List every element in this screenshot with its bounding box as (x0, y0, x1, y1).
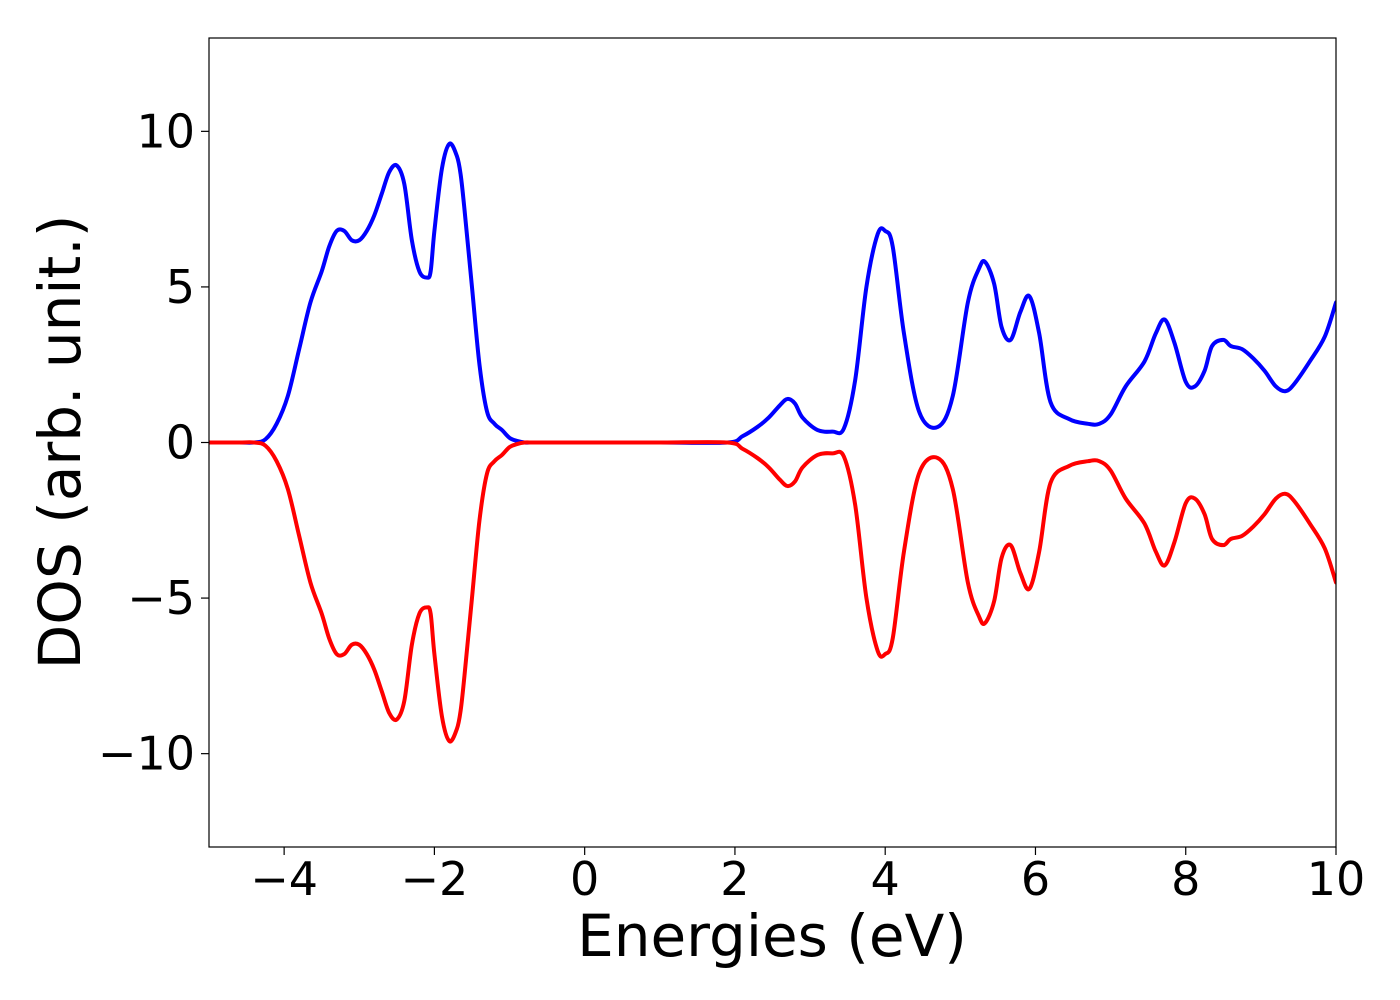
x-tick-label: 0 (570, 852, 599, 906)
x-tick-label: 10 (1307, 852, 1366, 906)
y-axis-ticks: 10 5 0 −5 −10 (98, 104, 209, 781)
y-tick-label: 10 (136, 104, 195, 158)
x-tick-label: 2 (720, 852, 749, 906)
y-tick-label: −5 (127, 571, 195, 625)
series-line-blue (209, 141, 1336, 445)
x-tick-label: −4 (250, 852, 318, 906)
y-tick-label: 0 (166, 416, 195, 470)
x-tick-label: −2 (400, 852, 468, 906)
y-axis-label: DOS (arb. unit.) (26, 215, 94, 670)
x-axis-label: Energies (eV) (577, 902, 967, 970)
x-tick-label: 4 (871, 852, 900, 906)
x-axis-ticks: −4 −2 0 2 4 6 8 10 (250, 847, 1365, 906)
series-layer (209, 141, 1336, 744)
series-line-red (209, 440, 1336, 744)
x-tick-label: 8 (1171, 852, 1200, 906)
y-tick-label: 5 (166, 260, 195, 314)
x-tick-label: 6 (1021, 852, 1050, 906)
y-tick-label: −10 (98, 727, 195, 781)
